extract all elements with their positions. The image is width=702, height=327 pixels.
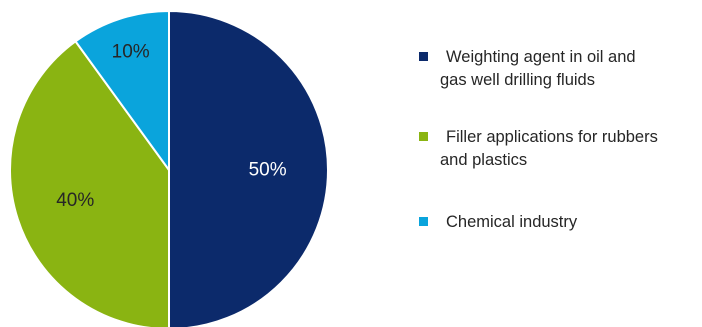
- pie-value-label-2: 10%: [112, 42, 150, 63]
- pie-value-labels: 50% 40% 10%: [56, 42, 286, 211]
- legend-label-0-line-0: Weighting agent in oil and: [446, 48, 636, 66]
- legend-label-1-line-1: and plastics: [440, 151, 527, 169]
- pie-slice-2: [74, 9, 170, 174]
- pie-value-label-1: 40%: [56, 190, 94, 211]
- legend-label-0-line-1: gas well drilling fluids: [440, 71, 595, 89]
- pie-slices: [9, 9, 329, 327]
- legend-label-2-line-0: Chemical industry: [446, 213, 578, 231]
- legend-swatch-1: [419, 132, 428, 141]
- pie-slice-0: [168, 9, 329, 327]
- legend-swatch-2: [419, 217, 428, 226]
- pie-value-label-0: 50%: [249, 160, 287, 181]
- legend-swatch-0: [419, 52, 428, 61]
- pie-slice-1: [9, 39, 170, 327]
- legend-label-1-line-0: Filler applications for rubbers: [446, 128, 658, 146]
- legend: Weighting agent in oil and gas well drill…: [419, 48, 658, 231]
